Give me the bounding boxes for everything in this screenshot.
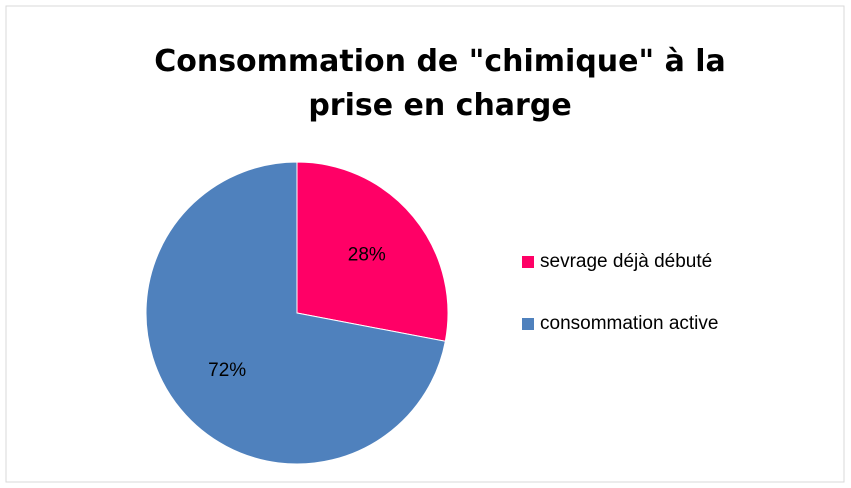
data-label: 28% <box>348 244 386 265</box>
legend-label: sevrage déjà débuté <box>540 251 712 272</box>
legend-swatch <box>522 256 534 268</box>
legend-label: consommation active <box>540 313 718 334</box>
pie-slice <box>296 161 449 342</box>
chart-title: Consommation de "chimique" à la prise en… <box>154 44 726 123</box>
data-label: 72% <box>208 360 246 381</box>
legend-swatch <box>522 318 534 330</box>
pie-slice <box>145 161 446 465</box>
